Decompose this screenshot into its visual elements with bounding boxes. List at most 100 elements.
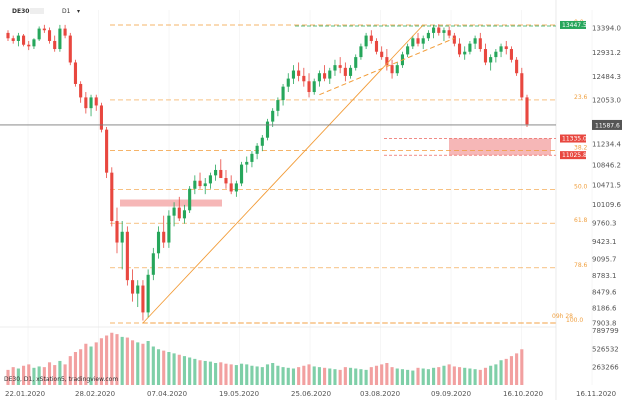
candle — [68, 32, 72, 66]
price-badge — [560, 20, 586, 29]
fib-label: 23.6 — [574, 94, 588, 101]
candle — [317, 70, 321, 87]
volume-bar — [380, 364, 384, 385]
candle — [146, 269, 150, 318]
symbol-label[interactable]: DE30 — [12, 8, 29, 15]
volume-bar — [374, 365, 379, 385]
candle — [447, 26, 451, 39]
volume-bar — [348, 367, 353, 385]
volume-bar — [473, 369, 477, 385]
candle — [214, 164, 218, 181]
volume-bar — [84, 343, 88, 385]
volume-bar — [47, 362, 52, 385]
volume-bar — [323, 367, 327, 385]
volume-bar — [265, 364, 270, 385]
candle — [499, 43, 503, 58]
candle — [328, 67, 332, 84]
grid-layer — [0, 0, 593, 400]
candle — [520, 67, 524, 101]
timeframe-label[interactable]: D1 — [62, 8, 71, 15]
volume-bar — [162, 350, 166, 385]
volume-bar — [188, 357, 192, 385]
candle — [271, 108, 275, 127]
candle — [385, 49, 389, 71]
candle — [177, 196, 181, 222]
date-tick-label: 22.01.2020 — [5, 390, 45, 398]
date-tick-label: 16.11.2020 — [576, 390, 616, 398]
candle — [354, 54, 358, 71]
volume-bar — [63, 364, 67, 385]
volume-bar — [156, 349, 161, 385]
volume-bar — [468, 368, 472, 385]
date-annotation: 09h 28 — [552, 313, 573, 320]
candle — [374, 38, 379, 55]
price-tick-label: 9095.7 — [592, 255, 617, 263]
candle — [406, 43, 410, 58]
candle — [525, 94, 529, 127]
volume-bar — [463, 367, 467, 385]
volume-bar — [136, 342, 140, 385]
price-tick-label: 8783.1 — [592, 272, 617, 280]
price-tick-label: 10471.5 — [592, 181, 621, 189]
candle — [131, 269, 135, 302]
volume-bar — [307, 364, 311, 385]
price-tick-label: 12484.3 — [592, 73, 621, 81]
volume-tick-label: 789799 — [592, 327, 619, 335]
volume-bar — [167, 352, 171, 385]
volume-tick-label: 526532 — [592, 345, 619, 353]
candle — [136, 280, 140, 308]
price-tick-label: 12053.0 — [592, 96, 621, 104]
volume-bar — [328, 368, 332, 385]
candle — [208, 172, 212, 189]
volume-bar — [79, 349, 83, 385]
volume-bar — [229, 364, 233, 385]
candle — [281, 83, 285, 106]
price-badge-text: 11335.0 — [562, 136, 587, 143]
price-tick-label: 12931.2 — [592, 49, 621, 57]
volume-bars — [6, 332, 524, 385]
candle — [84, 92, 88, 114]
candle — [47, 27, 52, 44]
candle — [239, 161, 244, 187]
candle — [307, 73, 311, 98]
volume-bar — [291, 368, 296, 385]
fib-label: 100.0 — [566, 317, 583, 324]
volume-bar — [125, 337, 129, 385]
fib-label: 61.8 — [574, 217, 588, 224]
date-tick-label: 03.08.2020 — [360, 390, 400, 398]
volume-bar — [515, 353, 519, 385]
volume-bar — [177, 354, 181, 385]
candle — [395, 62, 399, 76]
price-tick-label: 9760.3 — [592, 220, 617, 228]
chevron-down-icon[interactable]: ▾ — [77, 8, 80, 15]
volume-bar — [364, 369, 368, 385]
volume-bar — [146, 341, 150, 385]
volume-bar — [276, 365, 280, 385]
volume-bar — [32, 367, 36, 385]
candle — [437, 24, 441, 36]
volume-bar — [478, 369, 482, 385]
candle — [494, 49, 498, 63]
volume-bar — [354, 368, 358, 385]
candle — [483, 43, 488, 66]
price-badge — [560, 151, 586, 160]
volume-bar — [198, 360, 202, 385]
candle — [99, 102, 103, 133]
candle — [478, 32, 482, 52]
candle — [473, 35, 477, 50]
price-tick-label: 10846.2 — [592, 161, 621, 169]
candle — [426, 30, 430, 41]
fib-label: 38.2 — [574, 145, 588, 152]
candle — [343, 62, 347, 82]
candle — [6, 30, 10, 41]
indicator-toggle[interactable] — [30, 8, 44, 14]
candle — [432, 24, 436, 39]
candle — [369, 30, 373, 44]
volume-bar — [385, 363, 389, 385]
candle — [219, 159, 223, 179]
volume-bar — [120, 336, 124, 385]
volume-bar — [395, 368, 399, 385]
date-tick-label: 07.04.2020 — [147, 390, 187, 398]
volume-bar — [302, 365, 306, 385]
volume-bar — [239, 363, 244, 385]
